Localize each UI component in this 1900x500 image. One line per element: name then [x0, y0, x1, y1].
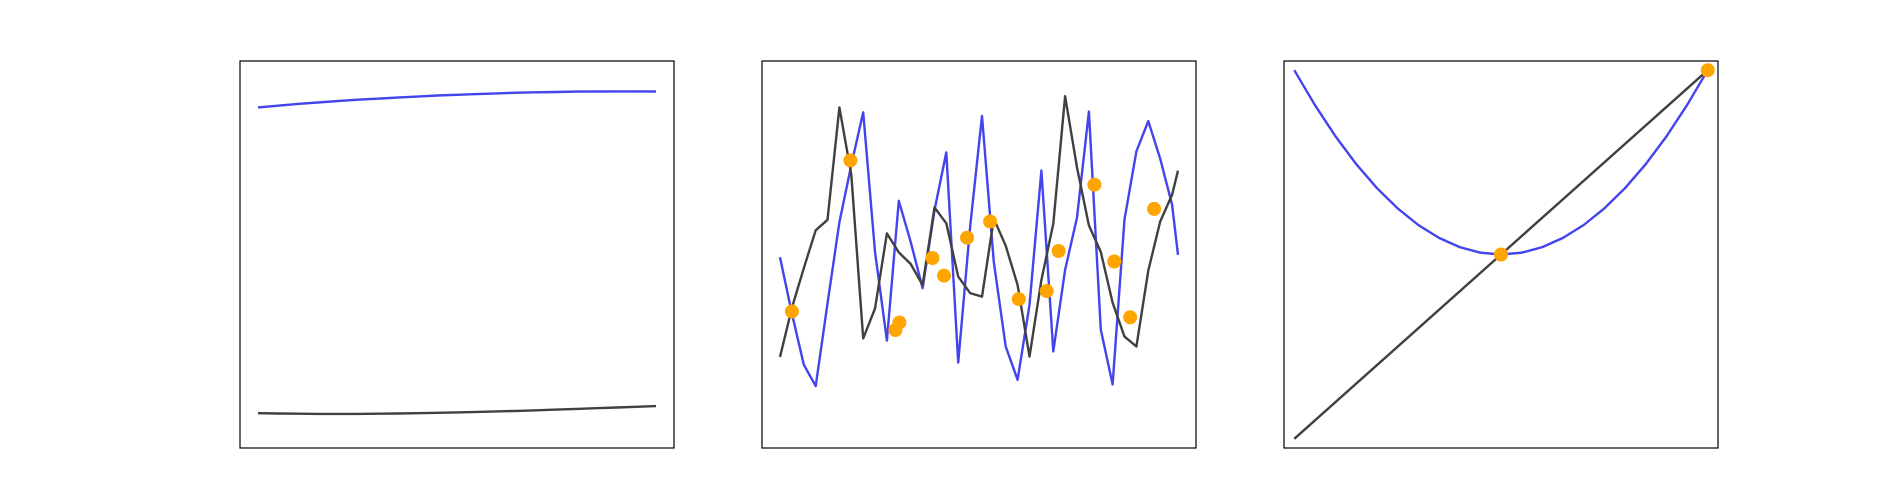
chart-panel-right: [1283, 60, 1719, 449]
data-point-marker: [1107, 254, 1122, 269]
data-point-marker: [960, 230, 975, 245]
data-point-marker: [1123, 310, 1138, 325]
data-point-marker: [784, 304, 799, 319]
data-point-marker: [1039, 284, 1054, 298]
chart-panel-left: [239, 60, 675, 449]
series-line-blue-right: [1293, 69, 1709, 256]
data-point-marker: [1494, 247, 1508, 262]
data-point-marker: [1011, 292, 1026, 307]
chart-panel-middle: [761, 60, 1197, 449]
series-line-gray-left: [257, 404, 657, 416]
plot-frame-middle: [761, 60, 1197, 449]
data-point-marker: [1700, 63, 1715, 78]
plot-frame-right: [1283, 60, 1719, 449]
data-point-marker: [843, 153, 858, 168]
data-point-marker: [983, 214, 998, 229]
series-line-gray-middle: [778, 94, 1180, 358]
data-point-marker: [1087, 177, 1102, 192]
data-point-marker: [1147, 201, 1162, 216]
plot-frame-left: [239, 60, 675, 449]
data-point-marker: [925, 251, 940, 265]
series-line-blue-left: [257, 90, 657, 109]
data-point-marker: [937, 268, 951, 283]
data-point-marker: [892, 315, 907, 330]
data-point-marker: [1051, 244, 1066, 258]
series-line-blue-middle: [778, 110, 1180, 388]
